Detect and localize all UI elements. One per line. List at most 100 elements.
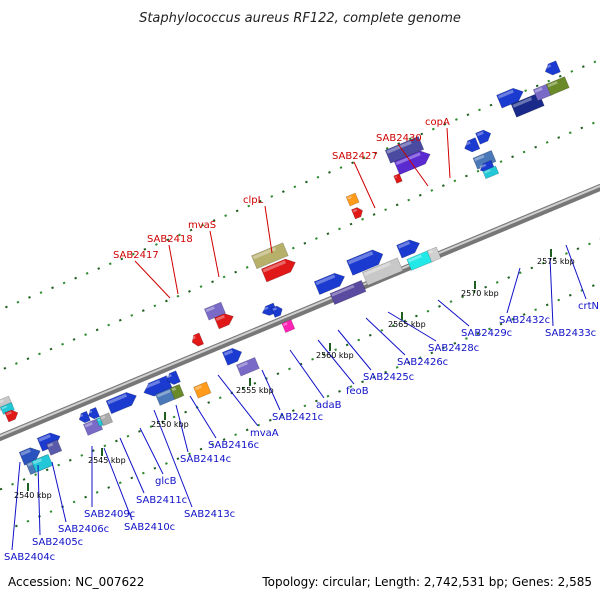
guide-dash xyxy=(130,314,134,317)
guide-dash xyxy=(361,380,364,384)
guide-dash xyxy=(476,332,480,336)
callout-line-red xyxy=(134,260,171,299)
gene-body xyxy=(203,301,226,321)
callout-line-blue xyxy=(289,349,325,399)
gene-body xyxy=(251,242,289,270)
gene-feature xyxy=(544,60,561,76)
gene-label-blue: SAB2404c xyxy=(4,552,55,563)
gene-shine xyxy=(32,458,43,465)
gene-body xyxy=(510,92,545,118)
guide-dash xyxy=(95,328,99,332)
guide-dash xyxy=(38,352,41,356)
guide-dash xyxy=(593,60,597,64)
gene-feature xyxy=(396,239,420,259)
guide-dash xyxy=(545,303,549,307)
guide-dash xyxy=(84,333,88,337)
gene-shine xyxy=(194,385,202,391)
scale-ticks: 2540 kbp 2545 kbp 2550 kbp 2555 kbp 2560 kbp… xyxy=(14,249,575,500)
gene-shine xyxy=(97,418,101,422)
gene-shine xyxy=(347,195,352,200)
gene-feature xyxy=(472,150,497,170)
callout-line-blue xyxy=(437,299,470,327)
guide-dash xyxy=(349,222,353,226)
callout-line-blue xyxy=(365,317,406,356)
gene-label-blue: SAB2411c xyxy=(136,495,187,506)
callout-line-blue xyxy=(565,244,587,300)
gene-body xyxy=(351,207,363,220)
gene-feature xyxy=(193,381,212,399)
guide-dash xyxy=(57,463,61,467)
gene-shine xyxy=(262,260,286,273)
callout-line-blue xyxy=(139,427,164,475)
gene-body xyxy=(88,406,101,420)
guide-dash xyxy=(351,161,354,165)
gene-label-red: SAB2417 xyxy=(113,250,159,261)
gene-feature xyxy=(426,246,442,263)
gene-shine xyxy=(395,175,398,179)
guide-dash xyxy=(553,256,557,260)
guide-dash xyxy=(74,276,78,280)
guide-dash xyxy=(441,184,445,187)
gene-feature xyxy=(169,384,185,400)
guide-dash xyxy=(281,190,285,193)
callout-line-blue xyxy=(506,267,521,314)
gene-feature xyxy=(105,392,137,415)
gene-shine xyxy=(205,306,215,313)
guide-dash xyxy=(212,219,216,222)
guide-dash xyxy=(588,242,591,246)
guide-dash xyxy=(407,361,411,364)
gene-feature xyxy=(0,402,15,415)
guide-dash xyxy=(465,337,468,340)
guide-dash xyxy=(61,342,64,346)
gene-label-blue: SAB2414c xyxy=(180,454,231,465)
guide-dash xyxy=(107,323,111,327)
guide-dash xyxy=(126,434,130,438)
guide-dash xyxy=(15,362,18,365)
guide-dash xyxy=(499,322,503,326)
gene-label-blue: SAB2432c xyxy=(499,315,550,326)
guide-dash xyxy=(120,257,124,261)
gene-label-blue: SAB2433c xyxy=(545,328,596,339)
gene-shine xyxy=(261,306,269,312)
gene-label-blue: feoB xyxy=(346,386,369,397)
guide-dash xyxy=(280,414,284,417)
guide-dash xyxy=(522,150,526,154)
guide-dash xyxy=(107,486,111,489)
gene-feature xyxy=(346,249,384,276)
guide-dash xyxy=(345,343,349,347)
guide-dash xyxy=(245,266,249,269)
gene-shine xyxy=(0,399,4,404)
guide-dash xyxy=(591,284,595,287)
gene-body xyxy=(384,136,425,164)
gene-callouts: SAB2417 SAB2418 mvaS clpL SAB2427 SAB2430copA… xyxy=(4,117,599,563)
gene-body xyxy=(260,258,296,283)
guide-dash xyxy=(72,500,76,504)
guide-dash xyxy=(276,372,280,376)
guide-dash xyxy=(245,428,249,432)
guide-dash xyxy=(326,394,330,398)
accession-text: Accession: NC_007622 xyxy=(8,575,144,589)
guide-dash xyxy=(165,462,168,465)
gene-body xyxy=(482,165,500,180)
guide-dash xyxy=(322,353,326,356)
guide-dash xyxy=(391,324,395,327)
gene-shine xyxy=(547,80,558,88)
guide-dash xyxy=(349,385,353,388)
guide-dash xyxy=(178,233,181,237)
guide-dash xyxy=(28,296,31,299)
guide-dash xyxy=(338,227,341,231)
dotted-guides xyxy=(0,60,600,528)
guide-dash xyxy=(338,390,341,393)
gene-label-blue: adaB xyxy=(316,400,342,411)
gene-shine xyxy=(283,322,288,326)
gene-label-red: SAB2430 xyxy=(376,133,422,144)
gene-body xyxy=(4,409,19,423)
gene-body xyxy=(544,60,561,76)
guide-dash xyxy=(188,290,191,293)
guide-dash xyxy=(172,415,176,419)
gene-body xyxy=(169,384,185,400)
gene-shine xyxy=(476,131,484,137)
guide-dash xyxy=(16,300,20,304)
gene-feature xyxy=(235,356,260,377)
guide-dash xyxy=(591,121,595,125)
